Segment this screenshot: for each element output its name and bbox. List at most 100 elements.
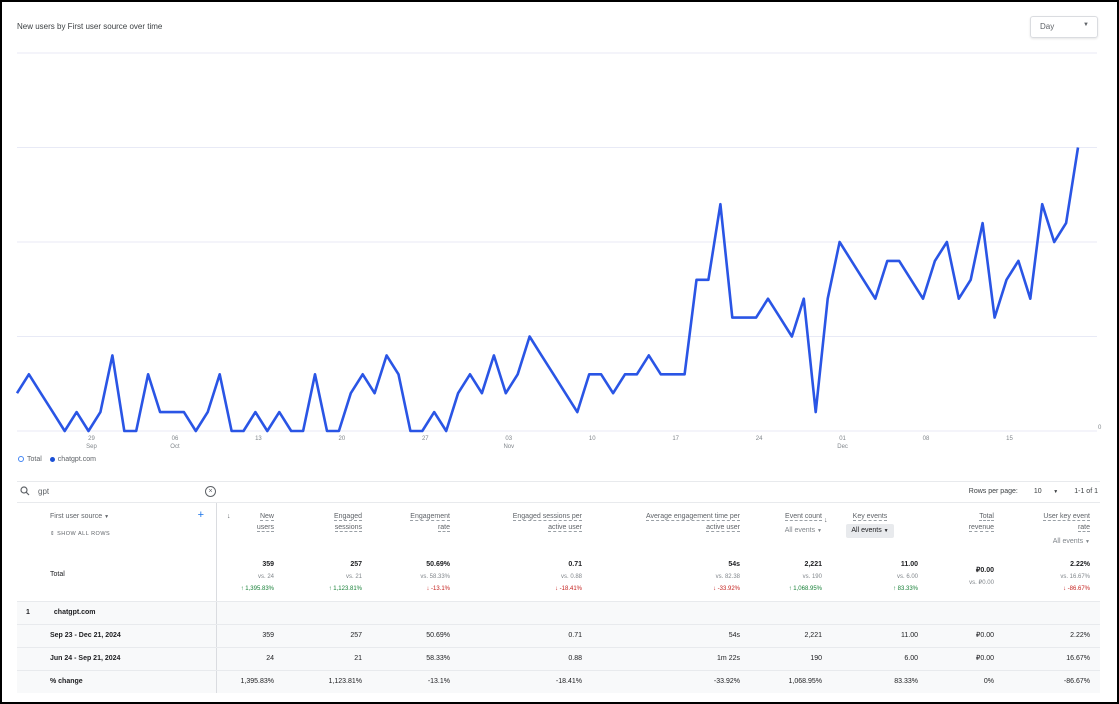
table-row[interactable]: Jun 24 - Sep 21, 2024 24 21 58.33% 0.88 1m 22… — [17, 647, 1100, 670]
group-row[interactable]: 1 chatgpt.com — [17, 601, 1100, 624]
arrow-up-icon: ↑ — [328, 586, 332, 592]
total-value: 11.00 — [900, 561, 918, 568]
table-cell: 190 — [810, 655, 822, 662]
spacer — [1090, 503, 1100, 555]
dimension-header-cell: First user source ▼ + ⇕ SHOW ALL ROWS — [17, 503, 217, 555]
legend-label: chatgpt.com — [57, 456, 96, 463]
change-value: ↓ -33.92% — [713, 586, 740, 592]
granularity-dropdown[interactable]: Day ▼ — [1030, 16, 1098, 38]
header-label: Average engagement time per — [645, 513, 740, 521]
change-value: ↓ -86.67% — [1063, 586, 1090, 592]
column-header-avg-engagement-time[interactable]: Average engagement time per active user — [582, 503, 740, 555]
change-value: ↑ 1,395.83% — [241, 586, 274, 592]
search-box[interactable]: gpt — [20, 486, 49, 496]
header-label: users — [256, 524, 274, 532]
column-header-user-key-event-rate[interactable]: User key event rate All events ▼ — [994, 503, 1090, 555]
total-value: 50.69% — [426, 561, 450, 568]
table-cell: -86.67% — [1063, 678, 1090, 685]
table-cell: 11.00 — [901, 632, 918, 639]
comparison-value: vs. 82.38 — [715, 574, 740, 580]
table-row[interactable]: Sep 23 - Dec 21, 2024 359 257 50.69% 0.71 54s… — [17, 624, 1100, 647]
search-input[interactable]: gpt — [38, 486, 50, 496]
column-header-total-revenue[interactable]: Total revenue — [918, 503, 994, 555]
total-value: 54s — [728, 561, 740, 568]
total-cell: 2.22% vs. 16.67% ↓ -86.67% — [994, 555, 1090, 601]
total-label: Total — [17, 555, 217, 601]
x-tick-label: 01 — [839, 436, 846, 442]
event-filter-value: All events — [851, 527, 882, 534]
table-cell: 2.22% — [1070, 632, 1090, 639]
table-cell: 1m 22s — [717, 655, 740, 662]
add-dimension-icon[interactable]: + — [197, 509, 204, 521]
divider — [17, 502, 1100, 503]
rows-per-page-select[interactable]: 10 ▼ — [1034, 488, 1058, 495]
comparison-value: vs. 6.00 — [896, 574, 918, 580]
table-cell: 1,068.95% — [788, 678, 822, 685]
event-filter-dropdown[interactable]: All events ▼ — [740, 525, 822, 537]
page-range: 1-1 of 1 — [1074, 488, 1098, 495]
comparison-value: vs. 190 — [802, 574, 822, 580]
caret-down-icon: ▼ — [1053, 489, 1059, 495]
x-tick-label: 27 — [422, 436, 429, 442]
clear-search-icon[interactable]: × — [205, 486, 216, 497]
change-value: ↑ 83.33% — [893, 586, 918, 592]
legend-item-chatgpt[interactable]: chatgpt.com — [49, 456, 96, 463]
column-header-engagement-rate[interactable]: Engagement rate — [362, 503, 450, 555]
rows-per-page-value: 10 — [1033, 488, 1042, 495]
row-label: % change — [17, 671, 217, 693]
table-cell: 1,395.83% — [240, 678, 274, 685]
total-value: 0.71 — [568, 561, 582, 568]
column-header-engaged-sessions[interactable]: Engaged sessions — [274, 503, 362, 555]
comparison-value: vs. 16.67% — [1060, 574, 1090, 580]
table-cell: 359 — [262, 632, 274, 639]
comparison-value: vs. 24 — [257, 574, 274, 580]
table-cell: 24 — [266, 655, 274, 662]
table-row[interactable]: % change 1,395.83% 1,123.81% -13.1% -18.41% -… — [17, 670, 1100, 693]
caret-down-icon: ▼ — [1085, 539, 1090, 545]
table-cell: -18.41% — [555, 678, 582, 685]
total-cell: 257 vs. 21 ↑ 1,123.81% — [274, 555, 362, 601]
caret-down-icon: ▼ — [104, 514, 110, 520]
column-header-key-events[interactable]: ↓ Key events All events ▼ — [822, 503, 918, 555]
change-value: ↓ -18.41% — [555, 586, 582, 592]
column-header-new-users[interactable]: ↓ New users — [217, 503, 274, 555]
comparison-value: vs. ₽0.00 — [969, 580, 994, 586]
x-tick-month: Dec — [837, 444, 848, 450]
expand-icon: ⇕ — [50, 531, 56, 537]
pagination: Rows per page: 10 ▼ 1-1 of 1 — [969, 488, 1098, 495]
header-label: active user — [706, 524, 740, 532]
show-all-rows-button[interactable]: ⇕ SHOW ALL ROWS — [50, 529, 216, 540]
caret-down-icon: ▼ — [1083, 22, 1089, 28]
header-label: User key event — [1043, 513, 1090, 521]
header-label: revenue — [968, 524, 994, 532]
change-value: ↑ 1,068.95% — [789, 586, 822, 592]
table-cell: 0.71 — [568, 632, 582, 639]
total-value: 257 — [350, 561, 362, 568]
dimension-selector[interactable]: First user source ▼ — [50, 513, 109, 520]
change-text: -13.1% — [430, 586, 450, 592]
x-tick-month: Sep — [86, 444, 97, 450]
data-table: First user source ▼ + ⇕ SHOW ALL ROWS ↓ N… — [17, 503, 1100, 693]
table-cell: 54s — [728, 632, 740, 639]
table-cell: 1,123.81% — [328, 678, 362, 685]
column-header-engaged-sessions-per-user[interactable]: Engaged sessions per active user — [450, 503, 582, 555]
caret-down-icon: ▼ — [883, 528, 889, 534]
event-filter-dropdown[interactable]: All events ▼ — [994, 536, 1090, 548]
total-cell: 0.71 vs. 0.88 ↓ -18.41% — [450, 555, 582, 601]
table-cell: ₽0.00 — [975, 632, 994, 639]
granularity-value: Day — [1040, 22, 1055, 31]
header-label: Total — [979, 513, 994, 521]
change-value: ↑ 1,123.81% — [329, 586, 362, 592]
legend-item-total[interactable]: Total — [18, 456, 42, 463]
rows-per-page-label: Rows per page: — [968, 488, 1018, 495]
total-cell: 359 vs. 24 ↑ 1,395.83% — [217, 555, 274, 601]
row-label: Jun 24 - Sep 21, 2024 — [17, 648, 217, 670]
data-rows: Sep 23 - Dec 21, 2024 359 257 50.69% 0.71 54s… — [17, 624, 1100, 693]
x-tick-label: 10 — [589, 436, 596, 442]
table-cell: 50.69% — [426, 632, 450, 639]
arrow-up-icon: ↑ — [788, 586, 792, 592]
key-event-filter-dropdown[interactable]: All events ▼ — [846, 524, 894, 538]
comparison-value: vs. 21 — [345, 574, 362, 580]
table-cell: 0.88 — [568, 655, 582, 662]
column-header-event-count[interactable]: Event count All events ▼ — [740, 503, 822, 555]
